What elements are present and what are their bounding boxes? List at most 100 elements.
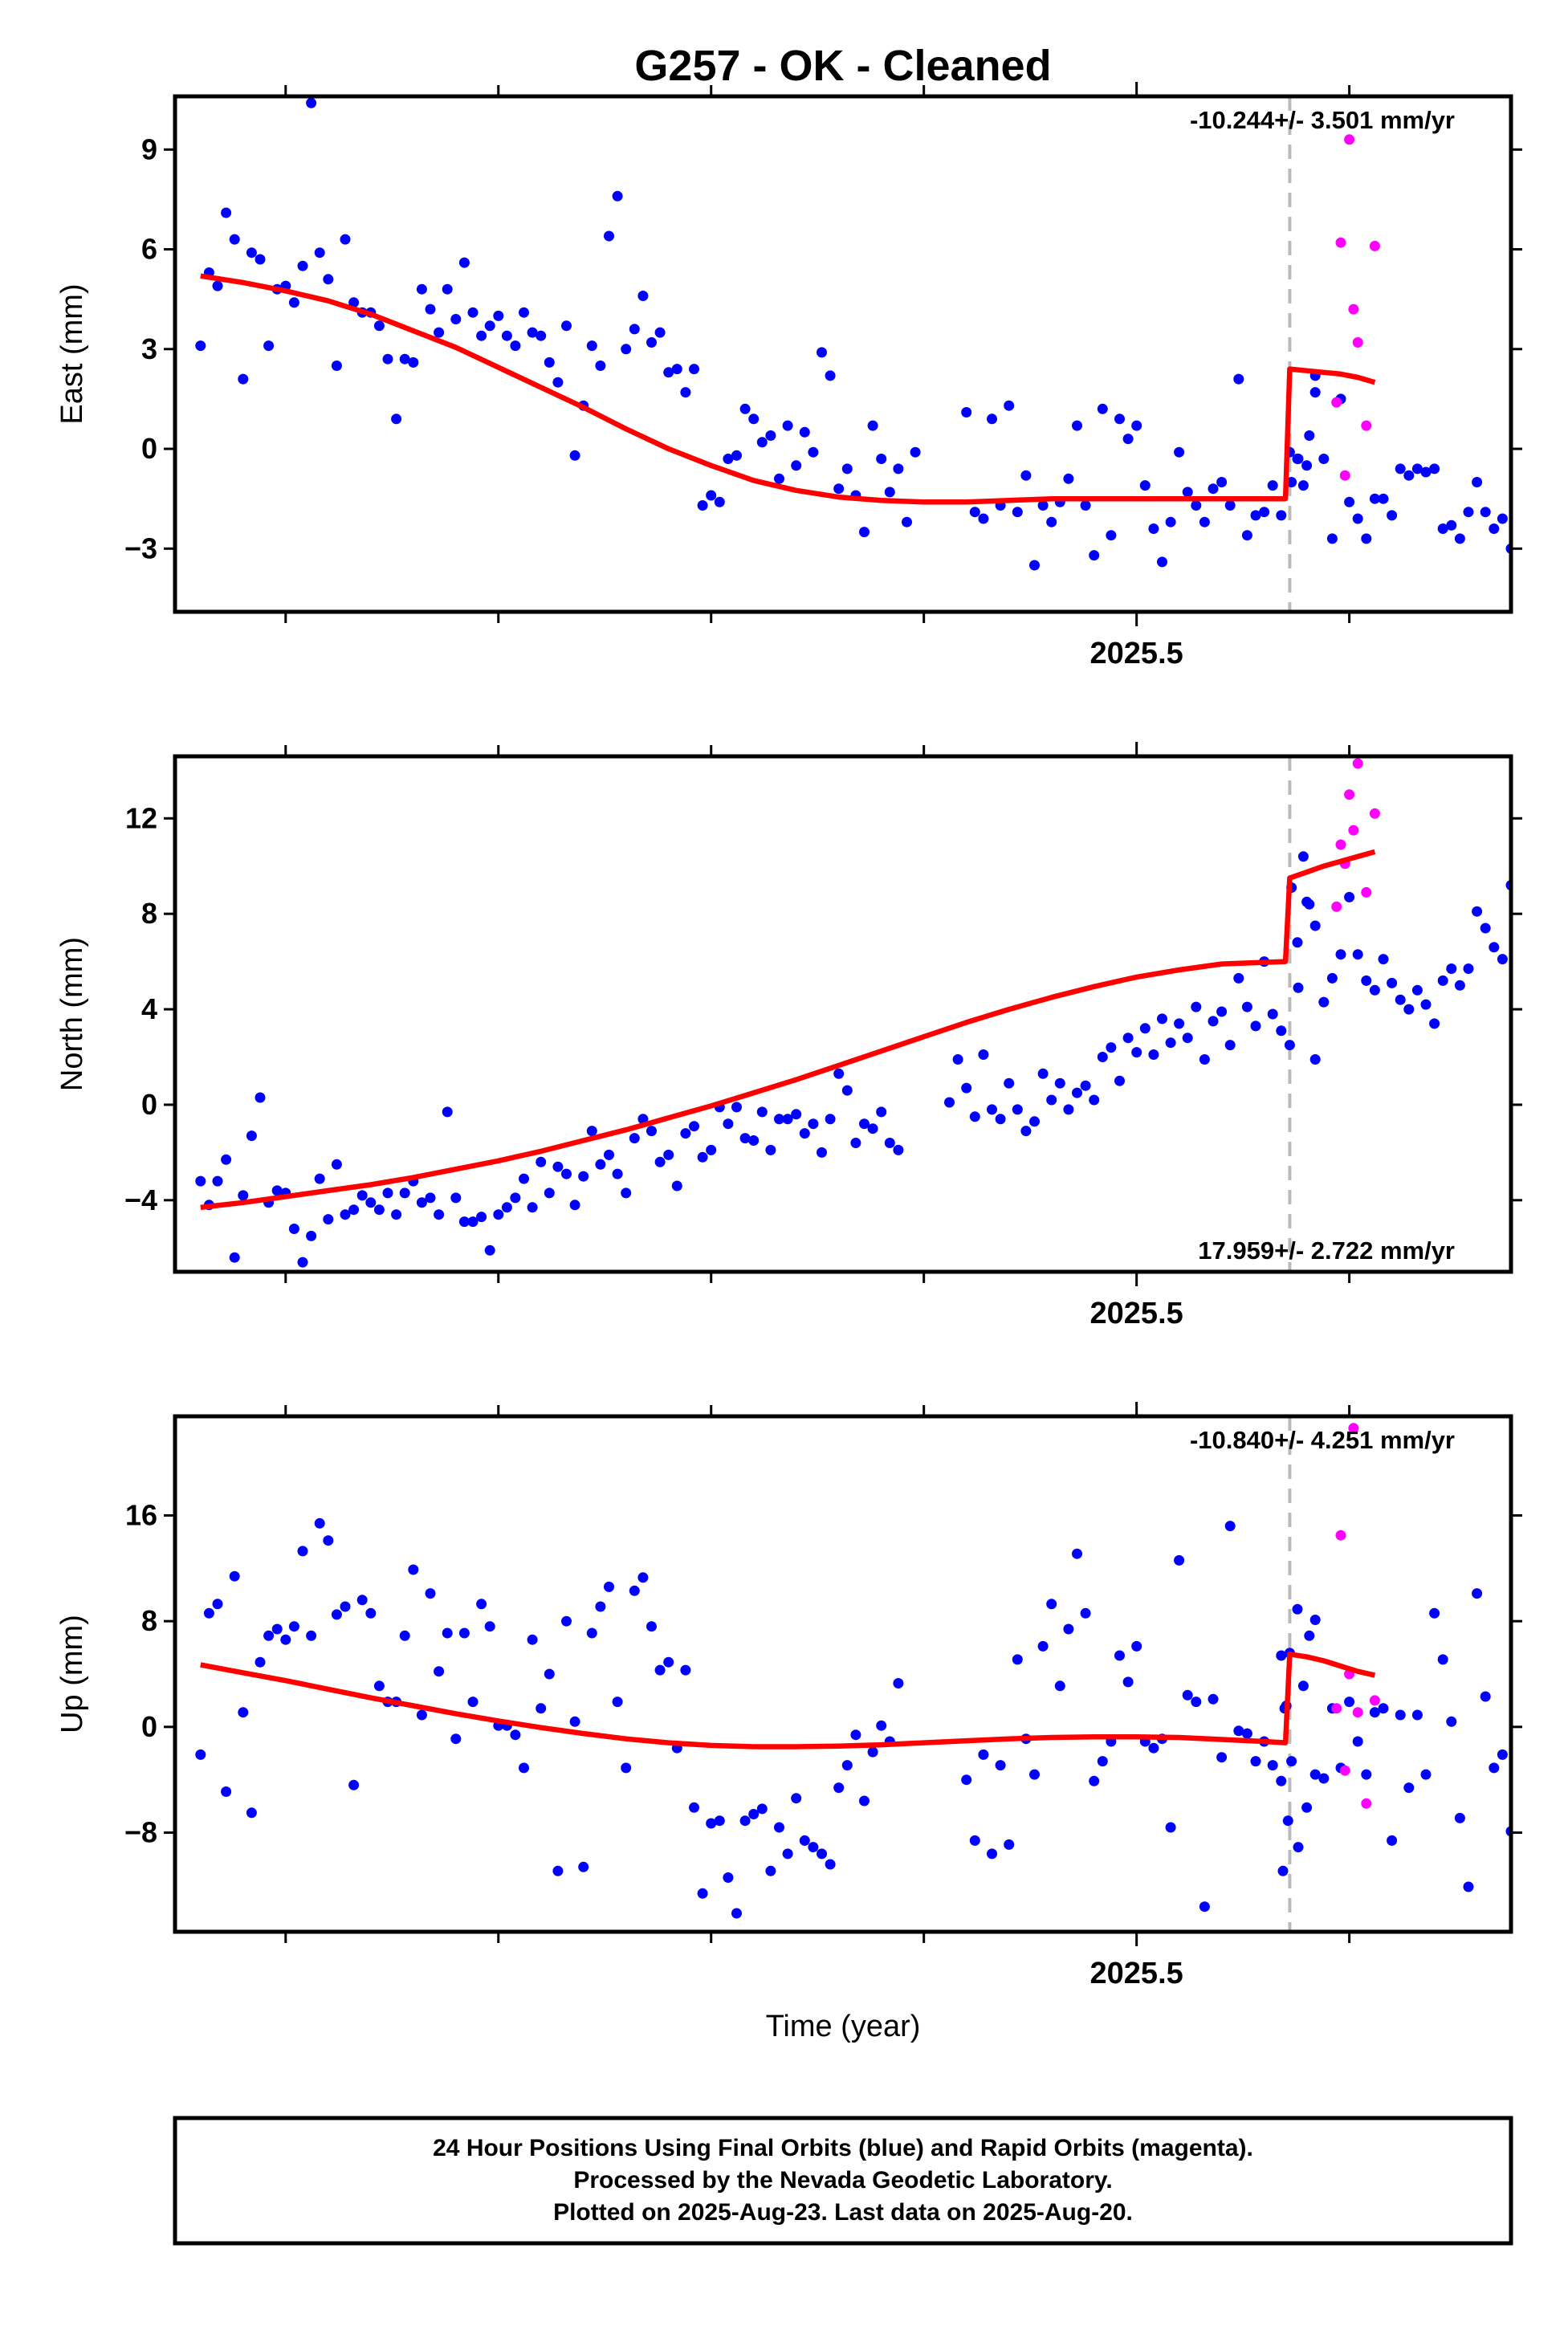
east-final-point <box>1174 446 1185 458</box>
north-final-point <box>791 1109 802 1120</box>
east-final-point <box>1216 477 1228 487</box>
up-final-point <box>552 1865 564 1876</box>
up-final-point <box>1472 1588 1483 1599</box>
north-final-point <box>1304 898 1315 910</box>
north-final-point <box>340 1209 351 1220</box>
east-ytick-label: 3 <box>141 332 157 365</box>
up-final-point <box>442 1627 453 1639</box>
east-final-point <box>1318 454 1330 464</box>
north-final-point <box>1089 1094 1100 1106</box>
north-final-point <box>1224 1040 1236 1051</box>
north-final-point <box>1267 1008 1278 1020</box>
north-final-point <box>246 1130 257 1142</box>
east-final-point <box>467 307 479 318</box>
north-final-point <box>356 1190 368 1201</box>
north-final-point <box>825 1114 836 1125</box>
north-final-point <box>416 1197 427 1208</box>
north-final-point <box>612 1168 623 1179</box>
east-final-point <box>1114 413 1125 425</box>
up-final-point <box>1420 1769 1432 1780</box>
north-final-point <box>1326 972 1338 984</box>
up-rapid-point <box>1348 1423 1359 1434</box>
east-final-point <box>1267 480 1278 491</box>
up-final-point <box>399 1630 410 1641</box>
east-rapid-point <box>1348 303 1359 315</box>
east-final-point <box>544 356 555 368</box>
up-final-point <box>799 1835 810 1846</box>
north-final-point <box>229 1252 240 1263</box>
up-final-point <box>288 1621 299 1632</box>
east-final-point <box>774 473 784 484</box>
east-final-point <box>961 407 972 418</box>
north-frame <box>173 754 1513 1274</box>
up-final-point <box>1489 1762 1500 1774</box>
north-final-point <box>527 1202 538 1213</box>
north-final-point <box>1037 1068 1049 1079</box>
up-final-point <box>450 1733 462 1745</box>
east-final-point <box>1446 519 1457 531</box>
east-final-point <box>493 310 504 321</box>
east-final-point <box>212 280 223 291</box>
north-rate-label: 17.959+/- 2.722 mm/yr <box>1198 1236 1455 1265</box>
east-final-point <box>1191 500 1202 511</box>
north-final-point <box>288 1224 299 1234</box>
up-xtick-label: 2025.5 <box>1090 1957 1183 1990</box>
north-final-point <box>1344 891 1355 902</box>
east-final-point <box>978 513 989 524</box>
north-final-point <box>348 1204 360 1216</box>
up-final-point <box>1089 1775 1100 1786</box>
up-final-point <box>876 1720 887 1731</box>
north-final-point <box>774 1114 784 1125</box>
north-final-point <box>646 1126 657 1137</box>
north-final-point <box>1072 1087 1082 1098</box>
north-final-point <box>1114 1075 1125 1086</box>
up-final-point <box>969 1835 980 1846</box>
north-final-point <box>1148 1049 1159 1060</box>
up-final-point <box>1344 1697 1355 1708</box>
up-final-point <box>280 1634 291 1645</box>
north-final-point <box>271 1185 283 1196</box>
north-final-point <box>978 1049 989 1060</box>
up-ytick-label: 8 <box>141 1604 157 1637</box>
east-final-point <box>604 230 614 242</box>
up-final-point <box>527 1634 538 1645</box>
north-final-point <box>817 1147 827 1158</box>
north-final-point <box>519 1173 529 1184</box>
up-final-point <box>748 1809 760 1819</box>
east-final-point <box>663 367 674 378</box>
up-final-point <box>519 1762 529 1774</box>
east-final-point <box>969 507 980 518</box>
north-final-point <box>306 1230 317 1241</box>
up-final-point <box>1080 1607 1091 1619</box>
north-final-point <box>1489 942 1500 953</box>
up-final-point <box>808 1842 819 1853</box>
up-final-point <box>1454 1812 1465 1823</box>
east-final-point <box>1276 510 1287 521</box>
north-final-point <box>1122 1033 1134 1044</box>
east-final-point <box>586 340 597 352</box>
north-final-point <box>1012 1104 1023 1115</box>
east-final-point <box>1004 400 1015 411</box>
north-final-point <box>501 1202 512 1213</box>
north-final-point <box>569 1200 580 1211</box>
up-final-point <box>978 1749 989 1760</box>
east-final-point <box>1326 533 1338 544</box>
north-final-point <box>1029 1116 1040 1127</box>
up-final-point <box>467 1697 479 1708</box>
up-final-point <box>1148 1742 1159 1754</box>
north-rapid-point <box>1369 808 1380 819</box>
up-final-point <box>723 1872 734 1883</box>
east-final-point <box>1080 500 1091 511</box>
north-final-point <box>382 1187 393 1199</box>
east-ytick-label: 9 <box>141 132 157 165</box>
north-final-point <box>1463 963 1474 974</box>
up-final-point <box>536 1703 547 1714</box>
up-final-point <box>416 1709 427 1721</box>
north-final-point <box>1411 984 1423 996</box>
north-final-point <box>1208 1016 1219 1027</box>
north-final-point <box>1318 996 1330 1008</box>
north-final-point <box>1276 1025 1287 1037</box>
north-final-point <box>544 1187 555 1199</box>
east-final-point <box>689 364 699 375</box>
up-final-point <box>961 1774 972 1786</box>
